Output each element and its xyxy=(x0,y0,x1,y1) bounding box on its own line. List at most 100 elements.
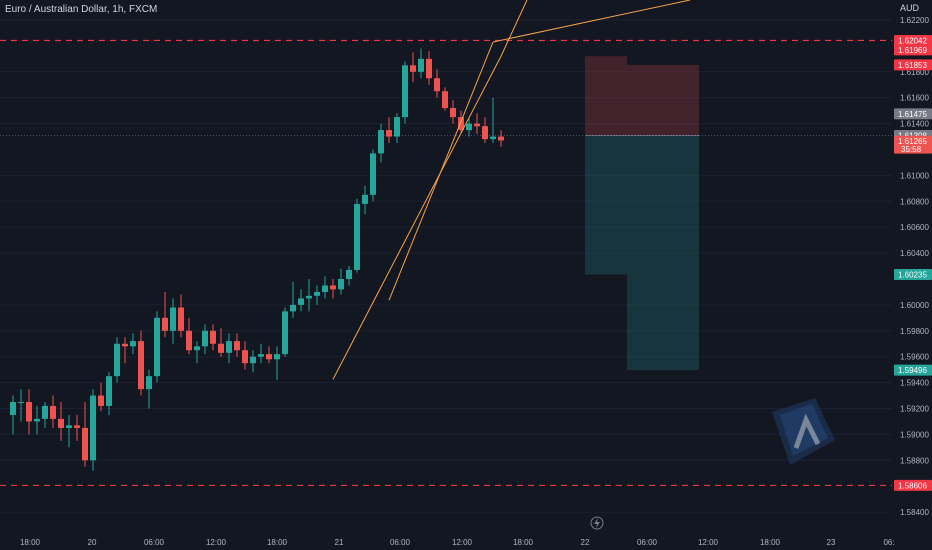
price-label-bg xyxy=(894,34,932,46)
time-tick-label: 21 xyxy=(335,538,344,547)
candle-body xyxy=(402,65,408,118)
watermark-logo xyxy=(772,398,835,465)
candle-body xyxy=(274,354,280,360)
candle-body xyxy=(178,307,184,331)
time-tick-label: 12:00 xyxy=(452,538,473,547)
candle-body xyxy=(346,269,352,279)
candle-body xyxy=(370,153,376,195)
trendline-extension[interactable] xyxy=(492,0,691,43)
candle-body xyxy=(42,405,48,419)
price-tick-label: 1.59200 xyxy=(900,405,929,414)
time-tick-label: 06:00 xyxy=(637,538,658,547)
candle-body xyxy=(106,376,112,406)
candle-body xyxy=(314,291,320,296)
candle-body xyxy=(466,123,472,131)
target-zone-1[interactable] xyxy=(585,135,627,275)
candle-body xyxy=(330,285,336,290)
candle-body xyxy=(338,279,344,290)
candle-body xyxy=(394,117,400,137)
price-tick-label: 1.60800 xyxy=(900,197,929,206)
stop-zone-2[interactable] xyxy=(627,64,699,136)
time-tick-label: 06: xyxy=(883,538,894,547)
candle-body xyxy=(162,317,168,331)
candle-body xyxy=(218,343,224,353)
candle-body xyxy=(194,346,200,351)
currency-label: AUD xyxy=(900,3,920,13)
price-label-bg xyxy=(894,59,932,71)
candle-body xyxy=(82,427,88,461)
time-tick-label: 06:00 xyxy=(144,538,165,547)
price-tick-label: 1.61400 xyxy=(900,120,929,129)
price-label: 1.62042 xyxy=(894,34,932,46)
price-tick-label: 1.60400 xyxy=(900,249,929,258)
price-label: 1.60235 xyxy=(894,268,932,280)
candle-body xyxy=(266,354,272,360)
watermark-logo-icon xyxy=(772,398,835,465)
time-tick-label: 06:00 xyxy=(390,538,411,547)
price-label: 1.59496 xyxy=(894,364,932,376)
candle-body xyxy=(90,395,96,461)
candle-body xyxy=(250,356,256,364)
price-label-bg xyxy=(894,268,932,280)
candle-body xyxy=(34,418,40,422)
price-label-bg xyxy=(894,44,932,56)
candle-body xyxy=(482,126,488,140)
price-label-bg xyxy=(894,364,932,376)
candle-body xyxy=(322,285,328,292)
candle-body xyxy=(66,425,72,428)
price-label-bg xyxy=(894,108,932,120)
time-tick-label: 12:00 xyxy=(206,538,227,547)
trendline[interactable] xyxy=(332,56,502,380)
price-tick-label: 1.62200 xyxy=(900,16,929,25)
price-label-text: 1.61265 xyxy=(898,137,927,146)
time-tick-label: 18:00 xyxy=(513,538,534,547)
price-label: 1.61969 xyxy=(894,44,932,56)
trendlines[interactable] xyxy=(332,0,691,380)
candle-body xyxy=(490,136,496,140)
candle-body xyxy=(242,350,248,364)
price-tick-label: 1.60000 xyxy=(900,301,929,310)
price-tick-label: 1.61800 xyxy=(900,68,929,77)
candle-body xyxy=(10,402,16,415)
position-tool[interactable] xyxy=(585,56,699,371)
candle-body xyxy=(74,425,80,428)
candle-body xyxy=(26,402,32,422)
dashed-levels[interactable] xyxy=(0,39,892,487)
trendline[interactable] xyxy=(388,41,494,301)
time-tick-label: 12:00 xyxy=(698,538,719,547)
trendline-extension[interactable] xyxy=(500,0,528,57)
candle-body xyxy=(498,136,504,141)
price-tick-label: 1.61000 xyxy=(900,171,929,180)
candle-body xyxy=(114,343,120,377)
price-tick-label: 1.60600 xyxy=(900,223,929,232)
candle-body xyxy=(386,130,392,137)
price-label-bg xyxy=(894,135,932,154)
price-label-text: 1.61853 xyxy=(898,61,927,70)
price-tick-label: 1.61600 xyxy=(900,94,929,103)
price-tick-label: 1.59000 xyxy=(900,430,929,439)
price-tick-label: 1.58400 xyxy=(900,508,929,517)
time-tick-label: 18:00 xyxy=(267,538,288,547)
time-axis: 18:00 20 06:00 12:00 18:00 21 06:00 12:00 18:00 2… xyxy=(20,538,895,547)
price-tick-label: 1.59600 xyxy=(900,353,929,362)
price-label-text: 1.60235 xyxy=(898,270,927,279)
price-label-text: 1.58606 xyxy=(898,481,927,490)
price-label: 1.58606 xyxy=(894,479,932,491)
time-tick-label: 22 xyxy=(581,538,590,547)
bolt-icon[interactable] xyxy=(590,516,604,530)
candle-body xyxy=(306,295,312,299)
candle-body xyxy=(450,108,456,118)
time-tick-label: 18:00 xyxy=(20,538,41,547)
price-label-text: 1.61969 xyxy=(898,46,927,55)
stop-zone-1[interactable] xyxy=(585,56,627,136)
candle-body xyxy=(442,91,448,109)
candle-body xyxy=(410,65,416,72)
candle-body xyxy=(290,304,296,312)
candle-body xyxy=(122,343,128,347)
time-tick-label: 23 xyxy=(827,538,836,547)
target-zone-2[interactable] xyxy=(627,135,699,371)
candle-body xyxy=(458,117,464,131)
